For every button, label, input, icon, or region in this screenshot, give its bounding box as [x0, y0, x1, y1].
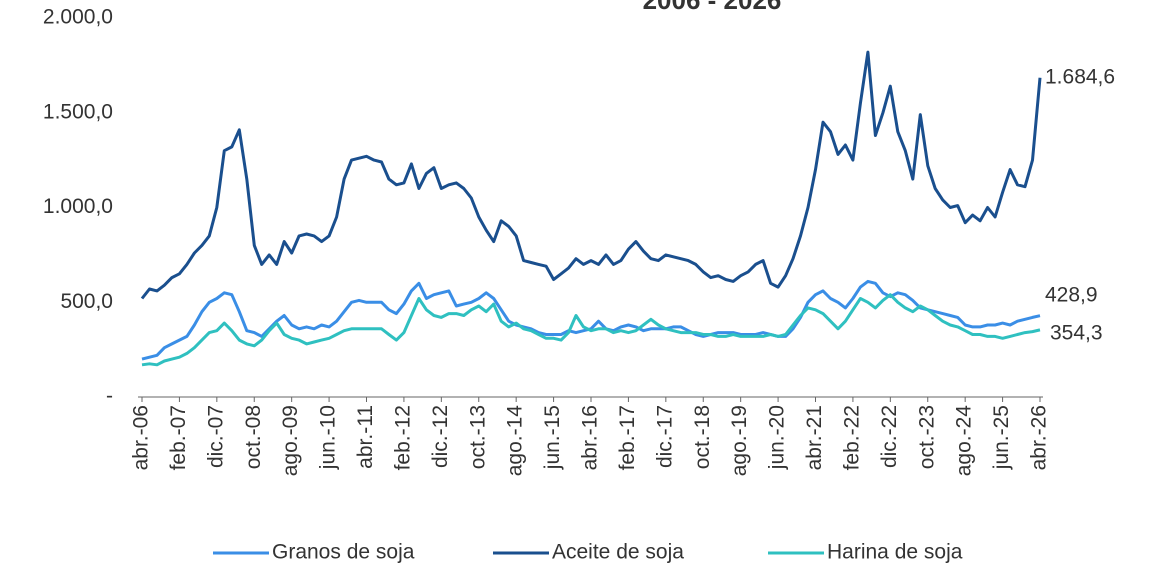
chart-title: 2006 - 2026 — [643, 0, 782, 15]
y-tick-label: - — [106, 385, 113, 408]
x-tick-label: jun.-25 — [990, 405, 1013, 470]
x-tick-label: jun.-15 — [541, 405, 564, 470]
legend-label: Harina de soja — [827, 541, 963, 564]
x-tick-label: abr.-16 — [579, 405, 602, 470]
x-tick-label: feb.-22 — [840, 405, 863, 470]
y-tick-label: 500,0 — [60, 290, 113, 313]
x-tick-label: abr.-11 — [354, 405, 377, 469]
legend-label: Granos de soja — [272, 541, 415, 564]
x-tick-label: oct.-18 — [691, 405, 714, 469]
x-tick-label: feb.-12 — [391, 405, 414, 470]
x-tick-label: abr.-21 — [803, 405, 826, 470]
x-tick-label: oct.-08 — [242, 405, 265, 469]
end-label: 1.684,6 — [1045, 65, 1115, 88]
x-tick-label: ago.-24 — [953, 405, 976, 477]
x-tick-label: abr.-26 — [1028, 405, 1051, 470]
x-tick-label: feb.-17 — [616, 405, 639, 470]
x-tick-label: oct.-23 — [915, 405, 938, 469]
y-tick-label: 1.500,0 — [43, 100, 113, 123]
x-tick-label: dic.-12 — [429, 405, 452, 468]
x-tick-label: dic.-17 — [653, 405, 676, 468]
y-tick-label: 2.000,0 — [43, 6, 113, 29]
x-tick-label: dic.-22 — [878, 405, 901, 468]
x-tick-label: ago.-14 — [504, 405, 527, 477]
x-tick-label: oct.-13 — [466, 405, 489, 469]
x-tick-label: abr.-06 — [130, 405, 153, 470]
x-tick-label: jun.-20 — [766, 405, 789, 470]
x-tick-label: dic.-07 — [204, 405, 227, 468]
x-tick-label: ago.-09 — [279, 405, 302, 476]
line-series — [140, 50, 1042, 300]
x-tick-label: jun.-10 — [317, 405, 340, 470]
x-tick-label: ago.-19 — [728, 405, 751, 476]
end-label: 354,3 — [1050, 321, 1103, 344]
end-label: 428,9 — [1045, 283, 1098, 306]
x-tick-label: feb.-07 — [167, 405, 190, 470]
line-series — [141, 293, 1041, 367]
legend-label: Aceite de soja — [552, 541, 684, 564]
line-series — [141, 279, 1041, 361]
y-tick-label: 1.000,0 — [43, 195, 113, 218]
